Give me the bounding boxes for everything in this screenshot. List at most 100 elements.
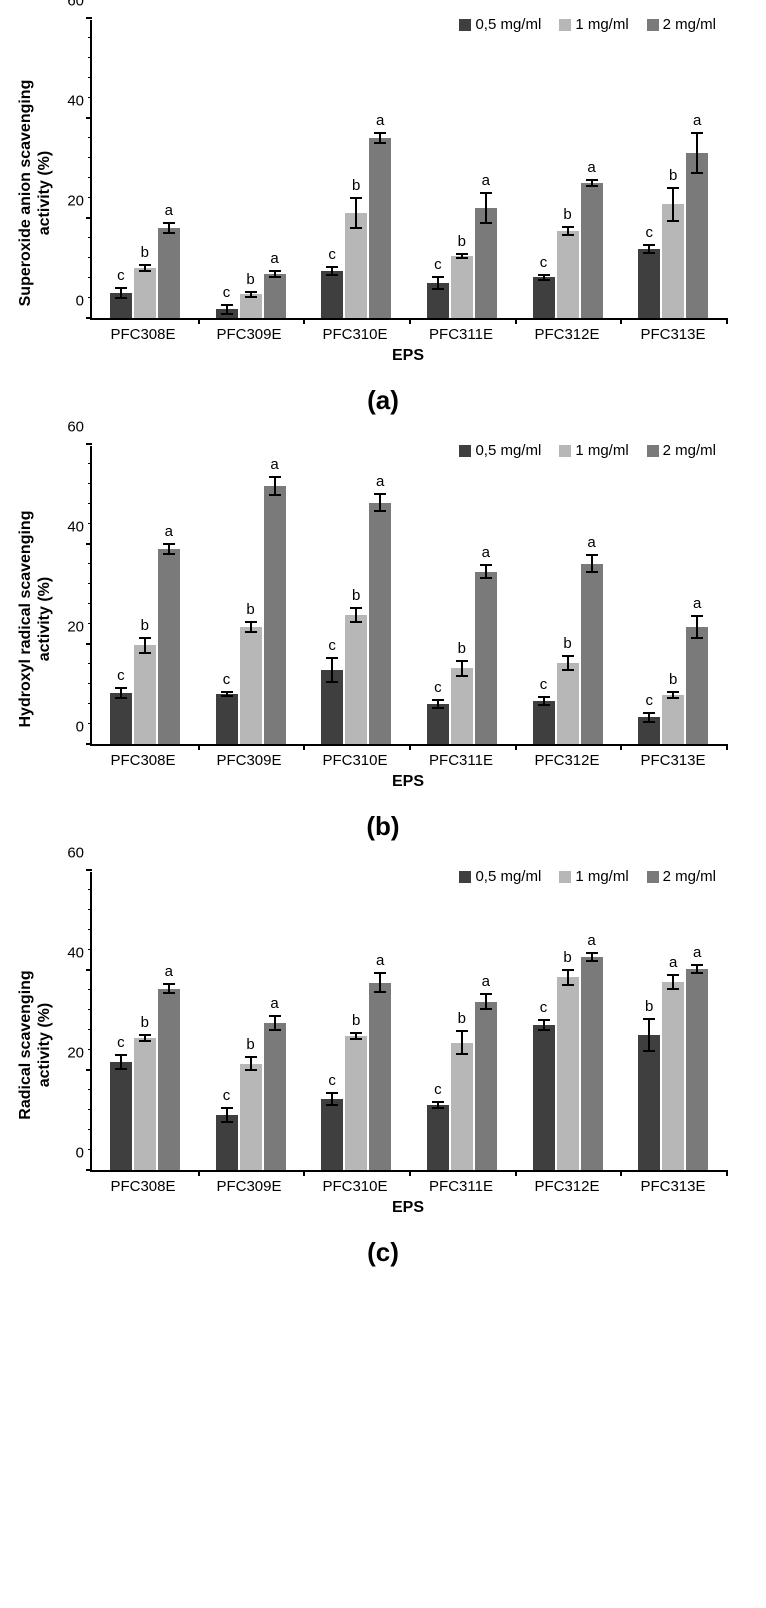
significance-letter: c <box>117 1034 125 1051</box>
significance-letter: c <box>540 254 548 271</box>
error-cap <box>221 695 233 697</box>
significance-letter: a <box>165 202 173 219</box>
error-cap <box>115 297 127 299</box>
error-cap <box>691 964 703 966</box>
bar-group: cba <box>303 446 409 744</box>
chart-wrap: 0,5 mg/ml1 mg/ml2 mg/mlHydroxyl radical … <box>90 446 726 791</box>
bar-group: cba <box>620 20 726 318</box>
bar: b <box>662 695 684 744</box>
error-cap <box>562 969 574 971</box>
plot-area: 0204060cbacbacbacbacbacba <box>90 20 726 320</box>
error-cap <box>221 1121 233 1123</box>
x-tick-label: PFC311E <box>408 1178 514 1195</box>
bar-groups: cbacbacbacbacbacba <box>92 20 726 318</box>
error-cap <box>538 1029 550 1031</box>
error-cap <box>667 697 679 699</box>
significance-letter: c <box>328 1072 336 1089</box>
x-tick-label: PFC312E <box>514 326 620 343</box>
bar: c <box>216 309 238 318</box>
error-cap <box>480 1008 492 1010</box>
y-tick-label: 0 <box>76 1145 92 1162</box>
error-bar <box>591 555 593 572</box>
error-cap <box>586 179 598 181</box>
significance-letter: a <box>693 595 701 612</box>
bar-group: cba <box>198 446 304 744</box>
y-tick-label: 20 <box>67 193 92 210</box>
bar: c <box>321 1099 343 1171</box>
error-cap <box>350 1038 362 1040</box>
panel-tag: (a) <box>20 385 746 416</box>
chart-panel-c: 0,5 mg/ml1 mg/ml2 mg/mlRadical scavengin… <box>20 872 746 1268</box>
chart-wrap: 0,5 mg/ml1 mg/ml2 mg/mlSuperoxide anion … <box>90 20 726 365</box>
bar: a <box>581 564 603 745</box>
bar: c <box>321 670 343 744</box>
bar: b <box>451 256 473 319</box>
error-cap <box>163 232 175 234</box>
bar: b <box>134 1038 156 1170</box>
bar: b <box>557 977 579 1170</box>
panel-tag: (c) <box>20 1237 746 1268</box>
bar: c <box>427 1105 449 1171</box>
error-bar <box>331 658 333 682</box>
bar-group: cba <box>303 20 409 318</box>
panel-tag: (b) <box>20 811 746 842</box>
error-cap <box>562 655 574 657</box>
x-tick-label: PFC308E <box>90 1178 196 1195</box>
bar: a <box>581 957 603 1170</box>
bar: a <box>475 572 497 745</box>
bar-group: cba <box>92 872 198 1170</box>
bar: b <box>662 204 684 318</box>
error-cap <box>374 510 386 512</box>
bar-group: cba <box>198 20 304 318</box>
error-cap <box>269 276 281 278</box>
error-cap <box>432 1107 444 1109</box>
significance-letter: a <box>482 172 490 189</box>
bar-group: cba <box>303 872 409 1170</box>
error-cap <box>456 1030 468 1032</box>
bar: c <box>110 293 132 318</box>
significance-letter: a <box>693 944 701 961</box>
error-cap <box>456 660 468 662</box>
significance-letter: a <box>376 112 384 129</box>
significance-letter: b <box>246 1036 254 1053</box>
y-tick-label: 40 <box>67 945 92 962</box>
bar-group: cba <box>409 872 515 1170</box>
error-cap <box>538 274 550 276</box>
significance-letter: b <box>352 177 360 194</box>
bar: a <box>369 983 391 1171</box>
significance-letter: c <box>223 671 231 688</box>
error-cap <box>538 1019 550 1021</box>
bar: c <box>427 704 449 745</box>
y-tick-label: 60 <box>67 845 92 862</box>
significance-letter: c <box>434 679 442 696</box>
x-tick-label: PFC313E <box>620 1178 726 1195</box>
error-bar <box>226 1108 228 1122</box>
bar-groups: cbacbacbacbacbacba <box>92 446 726 744</box>
x-tick <box>303 318 305 324</box>
significance-letter: c <box>117 267 125 284</box>
significance-letter: b <box>563 635 571 652</box>
x-tick-label: PFC308E <box>90 326 196 343</box>
error-cap <box>221 304 233 306</box>
chart-wrap: 0,5 mg/ml1 mg/ml2 mg/mlRadical scavengin… <box>90 872 726 1217</box>
significance-letter: a <box>587 932 595 949</box>
bar: b <box>134 645 156 744</box>
error-cap <box>432 288 444 290</box>
bar: c <box>533 701 555 745</box>
y-tick-label: 60 <box>67 0 92 10</box>
x-tick <box>198 1170 200 1176</box>
error-cap <box>326 681 338 683</box>
y-axis-label: Hydroxyl radical scavengingactivity (%) <box>16 469 54 769</box>
x-tick-label: PFC309E <box>196 1178 302 1195</box>
error-cap <box>691 972 703 974</box>
bar: a <box>581 183 603 318</box>
bar: c <box>216 694 238 745</box>
significance-letter: c <box>434 256 442 273</box>
bar-group: cb a <box>409 20 515 318</box>
error-cap <box>350 607 362 609</box>
bar: c <box>533 277 555 318</box>
error-cap <box>643 252 655 254</box>
bar: b <box>345 615 367 744</box>
bar: a <box>475 1002 497 1171</box>
error-cap <box>586 952 598 954</box>
